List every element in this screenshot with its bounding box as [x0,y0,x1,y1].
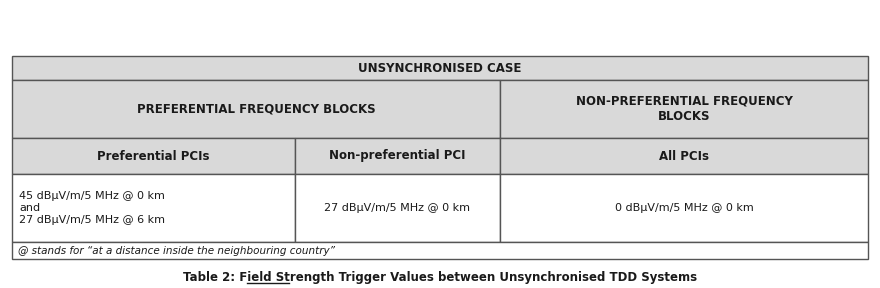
Bar [500,138,868,174]
Bar [12,242,868,259]
Text: Preferential PCIs: Preferential PCIs [98,149,209,162]
Bar [12,80,500,138]
Text: Table 2: Field Strength Trigger Values between Unsynchronised TDD Systems: Table 2: Field Strength Trigger Values b… [183,270,697,283]
Text: 27 dBμV/m/5 MHz @ 0 km: 27 dBμV/m/5 MHz @ 0 km [325,203,471,213]
Text: Non-preferential PCI: Non-preferential PCI [329,149,466,162]
Text: All PCIs: All PCIs [659,149,709,162]
Bar [500,174,868,242]
Text: 45 dBμV/m/5 MHz @ 0 km
and
27 dBμV/m/5 MHz @ 6 km: 45 dBμV/m/5 MHz @ 0 km and 27 dBμV/m/5 M… [19,192,165,225]
Bar [500,80,868,138]
Text: 0 dBμV/m/5 MHz @ 0 km: 0 dBμV/m/5 MHz @ 0 km [614,203,753,213]
Text: UNSYNCHRONISED CASE: UNSYNCHRONISED CASE [358,62,522,75]
Text: @ stands for “at a distance inside the neighbouring country”: @ stands for “at a distance inside the n… [18,245,335,255]
Bar [12,56,868,80]
Bar [12,174,295,242]
Bar [295,138,500,174]
Bar [12,138,295,174]
Text: NON-PREFERENTIAL FREQUENCY
BLOCKS: NON-PREFERENTIAL FREQUENCY BLOCKS [576,95,792,123]
Bar [295,174,500,242]
Text: PREFERENTIAL FREQUENCY BLOCKS: PREFERENTIAL FREQUENCY BLOCKS [136,103,375,115]
